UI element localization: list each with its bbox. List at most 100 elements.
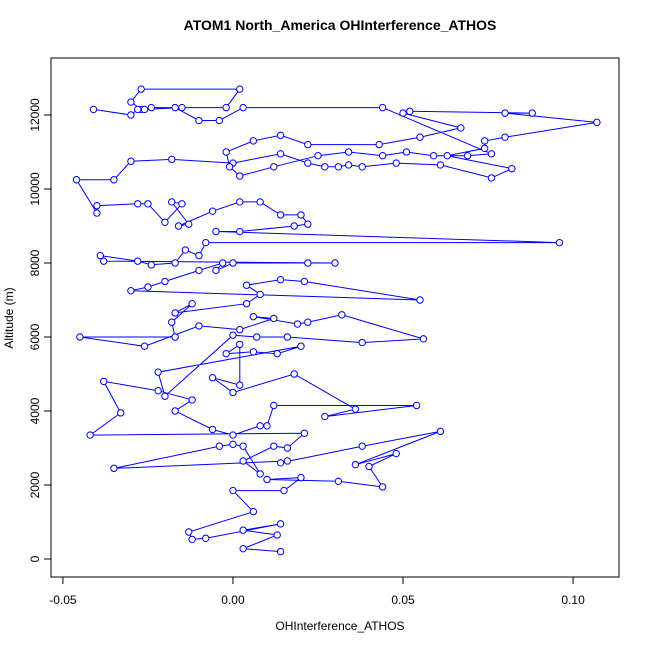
data-point bbox=[293, 320, 302, 328]
data-point bbox=[419, 335, 428, 343]
data-point bbox=[276, 547, 285, 556]
data-point bbox=[399, 109, 407, 117]
data-point bbox=[222, 103, 230, 112]
x-tick-label: 0.10 bbox=[561, 593, 585, 607]
data-point bbox=[222, 148, 230, 156]
data-point bbox=[304, 220, 312, 228]
data-point bbox=[457, 124, 465, 132]
data-point bbox=[443, 151, 451, 160]
data-point bbox=[436, 161, 445, 169]
data-point bbox=[188, 396, 196, 404]
data-point bbox=[236, 381, 244, 389]
data-point bbox=[219, 259, 227, 267]
data-point bbox=[593, 118, 601, 127]
data-point bbox=[256, 290, 264, 299]
data-point bbox=[351, 460, 360, 469]
data-point bbox=[171, 309, 179, 317]
data-point bbox=[86, 431, 94, 439]
data-point bbox=[144, 200, 152, 208]
y-tick-label: 10000 bbox=[28, 172, 42, 206]
data-point bbox=[256, 470, 264, 478]
data-point bbox=[358, 442, 366, 450]
data-point bbox=[127, 287, 135, 295]
data-point bbox=[195, 251, 203, 260]
data-point bbox=[147, 103, 156, 112]
data-point bbox=[168, 318, 176, 326]
data-point bbox=[188, 299, 196, 308]
data-point bbox=[256, 422, 264, 430]
data-point bbox=[100, 377, 108, 386]
data-point bbox=[171, 407, 179, 415]
data-point bbox=[236, 340, 244, 349]
data-point bbox=[178, 103, 186, 112]
data-point bbox=[208, 207, 217, 215]
data-point bbox=[171, 259, 179, 267]
data-point bbox=[161, 392, 169, 400]
data-point bbox=[229, 431, 237, 439]
data-point bbox=[249, 137, 258, 145]
data-point bbox=[100, 257, 108, 265]
data-point bbox=[253, 333, 261, 341]
y-tick-label: 12000 bbox=[28, 98, 42, 132]
data-point bbox=[229, 331, 237, 339]
data-point bbox=[334, 163, 343, 171]
data-point bbox=[89, 105, 98, 114]
data-point bbox=[110, 176, 118, 184]
data-point bbox=[270, 314, 278, 323]
data-point bbox=[225, 163, 234, 171]
data-point bbox=[321, 163, 329, 171]
data-point bbox=[195, 116, 203, 125]
data-point bbox=[93, 201, 101, 210]
data-point bbox=[487, 174, 496, 182]
data-point bbox=[273, 531, 281, 539]
data-point bbox=[297, 342, 305, 350]
data-point bbox=[378, 483, 387, 491]
data-point bbox=[283, 457, 292, 465]
data-point bbox=[555, 238, 564, 247]
x-tick-label: 0.00 bbox=[221, 593, 245, 607]
data-point bbox=[276, 211, 285, 219]
data-point bbox=[304, 318, 312, 326]
data-point bbox=[304, 140, 312, 149]
data-point bbox=[76, 333, 84, 341]
data-point bbox=[331, 259, 339, 267]
x-axis-title: OHInterference_ATHOS bbox=[275, 619, 404, 633]
data-point bbox=[236, 172, 244, 180]
y-tick-label: 4000 bbox=[28, 397, 42, 424]
data-point bbox=[229, 486, 237, 495]
data-point bbox=[263, 422, 271, 430]
data-point bbox=[304, 159, 312, 167]
data-point bbox=[321, 412, 329, 421]
data-point bbox=[528, 109, 536, 117]
data-point bbox=[402, 148, 411, 156]
data-point bbox=[501, 133, 509, 141]
data-point bbox=[290, 222, 298, 230]
data-point bbox=[96, 251, 105, 260]
data-point bbox=[117, 409, 125, 417]
x-tick-label: -0.05 bbox=[49, 593, 77, 607]
data-point bbox=[239, 457, 247, 465]
data-point bbox=[416, 133, 424, 141]
data-point bbox=[297, 211, 305, 219]
data-point bbox=[140, 105, 149, 114]
data-point bbox=[147, 261, 156, 269]
data-point bbox=[358, 338, 366, 347]
data-point bbox=[134, 200, 142, 208]
data-point bbox=[249, 348, 258, 356]
data-point bbox=[304, 259, 312, 267]
data-point bbox=[273, 349, 281, 358]
data-point bbox=[239, 526, 247, 534]
y-tick-label: 6000 bbox=[28, 323, 42, 350]
data-point bbox=[239, 442, 247, 450]
data-point bbox=[134, 105, 142, 114]
data-point bbox=[195, 266, 203, 275]
data-point bbox=[416, 296, 424, 304]
data-point bbox=[378, 151, 387, 160]
data-point bbox=[168, 155, 176, 164]
data-point bbox=[276, 520, 285, 528]
data-point bbox=[202, 534, 210, 542]
data-point bbox=[215, 442, 224, 450]
data-point bbox=[195, 322, 203, 330]
data-point bbox=[242, 281, 251, 289]
